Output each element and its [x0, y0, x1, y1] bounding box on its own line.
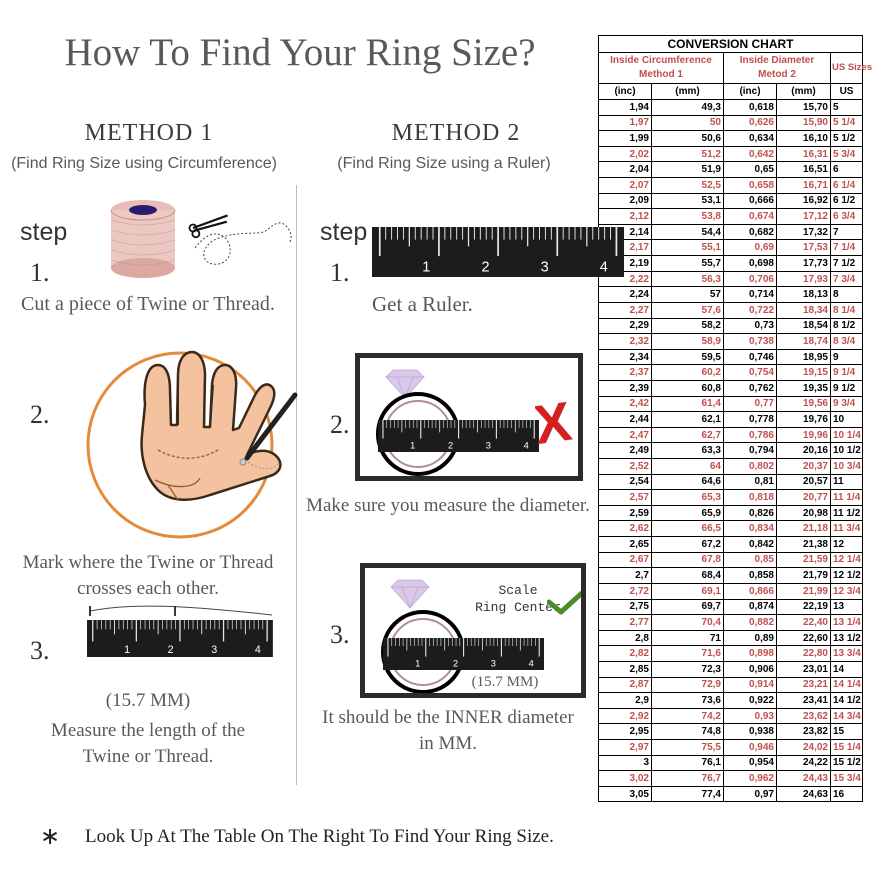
svg-text:4: 4	[524, 441, 529, 451]
svg-text:1: 1	[422, 260, 430, 276]
svg-text:X: X	[535, 398, 575, 456]
svg-text:3: 3	[211, 644, 217, 656]
svg-text:2: 2	[453, 659, 458, 669]
svg-text:1: 1	[415, 659, 420, 669]
svg-text:4: 4	[600, 260, 608, 276]
svg-text:4: 4	[255, 644, 261, 656]
svg-text:1: 1	[410, 441, 415, 451]
svg-text:3: 3	[486, 441, 491, 451]
svg-text:2: 2	[448, 441, 453, 451]
svg-text:1: 1	[124, 644, 130, 656]
svg-text:2: 2	[481, 260, 489, 276]
svg-text:4: 4	[529, 659, 534, 669]
svg-text:3: 3	[541, 260, 549, 276]
svg-text:3: 3	[491, 659, 496, 669]
svg-text:2: 2	[168, 644, 174, 656]
